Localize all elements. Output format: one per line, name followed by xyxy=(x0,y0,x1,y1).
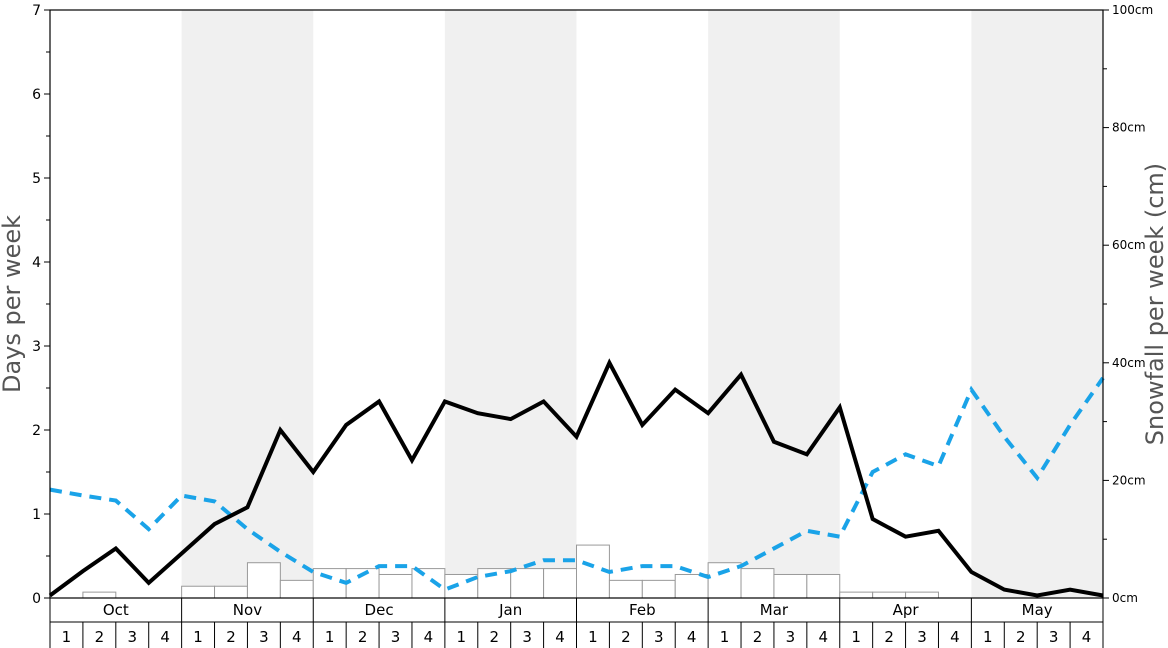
snowfall-bar xyxy=(872,591,907,599)
snowfall-bar xyxy=(411,568,446,599)
left-tick-label: 2 xyxy=(32,423,41,439)
week-label: 3 xyxy=(522,628,532,646)
left-tick-label: 6 xyxy=(32,87,41,103)
month-label: Nov xyxy=(233,601,262,619)
week-label: 3 xyxy=(917,628,927,646)
week-label: 4 xyxy=(819,628,829,646)
month-label: Mar xyxy=(760,601,789,619)
week-label: 4 xyxy=(555,628,565,646)
week-label: 1 xyxy=(193,628,203,646)
month-label: Feb xyxy=(629,601,656,619)
snowfall-bar xyxy=(641,579,676,599)
right-axis: 0cm 20cm 40cm 60cm 80cm 100cm xyxy=(1103,3,1153,605)
month-shading xyxy=(181,10,1103,598)
shade-jan xyxy=(444,10,577,598)
y-axis-title-right: Snowfall per week (cm) xyxy=(1141,163,1168,445)
week-label: 1 xyxy=(851,628,861,646)
week-label: 3 xyxy=(391,628,401,646)
week-label: 3 xyxy=(259,628,269,646)
dashed-blue-series-line xyxy=(49,376,1105,592)
week-label: 1 xyxy=(62,628,72,646)
month-label: Jan xyxy=(498,601,522,619)
left-tick-label: 4 xyxy=(32,255,41,271)
snowfall-bar xyxy=(543,568,577,599)
month-label: May xyxy=(1022,601,1053,619)
week-label: 2 xyxy=(884,628,894,646)
week-label: 2 xyxy=(489,628,499,646)
snowfall-bar xyxy=(773,573,808,599)
snowfall-bar xyxy=(214,585,248,599)
week-label: 3 xyxy=(786,628,796,646)
week-label: 1 xyxy=(720,628,730,646)
left-tick-label: 5 xyxy=(32,171,41,187)
week-label: 1 xyxy=(588,628,598,646)
left-tick-label: 3 xyxy=(32,339,41,355)
week-label: 2 xyxy=(753,628,763,646)
snowfall-bar xyxy=(740,568,775,599)
week-label: 1 xyxy=(325,628,335,646)
left-axis: 0 1 2 3 4 5 6 7 xyxy=(32,3,50,607)
left-tick-label: 0 xyxy=(32,591,41,607)
right-tick-label: 40cm xyxy=(1112,356,1146,370)
snowfall-bar xyxy=(806,573,841,599)
month-label: Apr xyxy=(893,601,920,619)
snowfall-bar xyxy=(674,573,709,599)
week-label: 4 xyxy=(1082,628,1092,646)
left-tick-label: 1 xyxy=(32,507,41,523)
month-label: Dec xyxy=(365,601,394,619)
month-label: Oct xyxy=(103,601,129,619)
week-label: 4 xyxy=(424,628,434,646)
week-label: 1 xyxy=(983,628,993,646)
x-axis-month-week: Oct 1 2 3 4 Nov 1 2 3 4 Dec 1 2 3 4 Jan 1 2 3 4 Feb 1 2 3 4 Mar 1 2… xyxy=(49,598,1104,648)
snowfall-bar xyxy=(905,591,939,599)
shade-may xyxy=(971,10,1103,598)
shade-mar xyxy=(708,10,840,598)
snowfall-bar xyxy=(181,585,216,599)
week-label: 4 xyxy=(687,628,697,646)
right-tick-label: 20cm xyxy=(1112,473,1146,487)
snowfall-bar xyxy=(378,573,413,599)
week-label: 4 xyxy=(950,628,960,646)
right-tick-label: 80cm xyxy=(1112,121,1146,135)
week-label: 3 xyxy=(654,628,664,646)
solid-black-series-line xyxy=(48,358,1104,598)
week-label: 2 xyxy=(358,628,368,646)
week-label: 2 xyxy=(226,628,236,646)
week-label: 1 xyxy=(457,628,467,646)
snowfall-bar xyxy=(510,568,545,599)
week-label: 4 xyxy=(160,628,170,646)
snowfall-bar xyxy=(82,591,117,599)
week-label: 3 xyxy=(1049,628,1059,646)
right-tick-label: 100cm xyxy=(1112,3,1153,17)
week-label: 2 xyxy=(1016,628,1026,646)
week-label: 2 xyxy=(95,628,105,646)
left-tick-label: 7 xyxy=(32,3,41,19)
week-label: 4 xyxy=(292,628,302,646)
snowfall-bar xyxy=(707,562,742,599)
snowfall-bar xyxy=(839,591,874,599)
week-label: 3 xyxy=(127,628,137,646)
y-axis-title-left: Days per week xyxy=(0,215,26,393)
snowfall-bar xyxy=(279,579,314,599)
week-label: 2 xyxy=(621,628,631,646)
right-tick-label: 60cm xyxy=(1112,238,1146,252)
series-lines xyxy=(48,358,1105,598)
snowfall-bar xyxy=(246,562,281,599)
right-tick-label: 0cm xyxy=(1112,591,1138,605)
snowfall-bar xyxy=(608,579,643,599)
shade-nov xyxy=(181,10,314,598)
